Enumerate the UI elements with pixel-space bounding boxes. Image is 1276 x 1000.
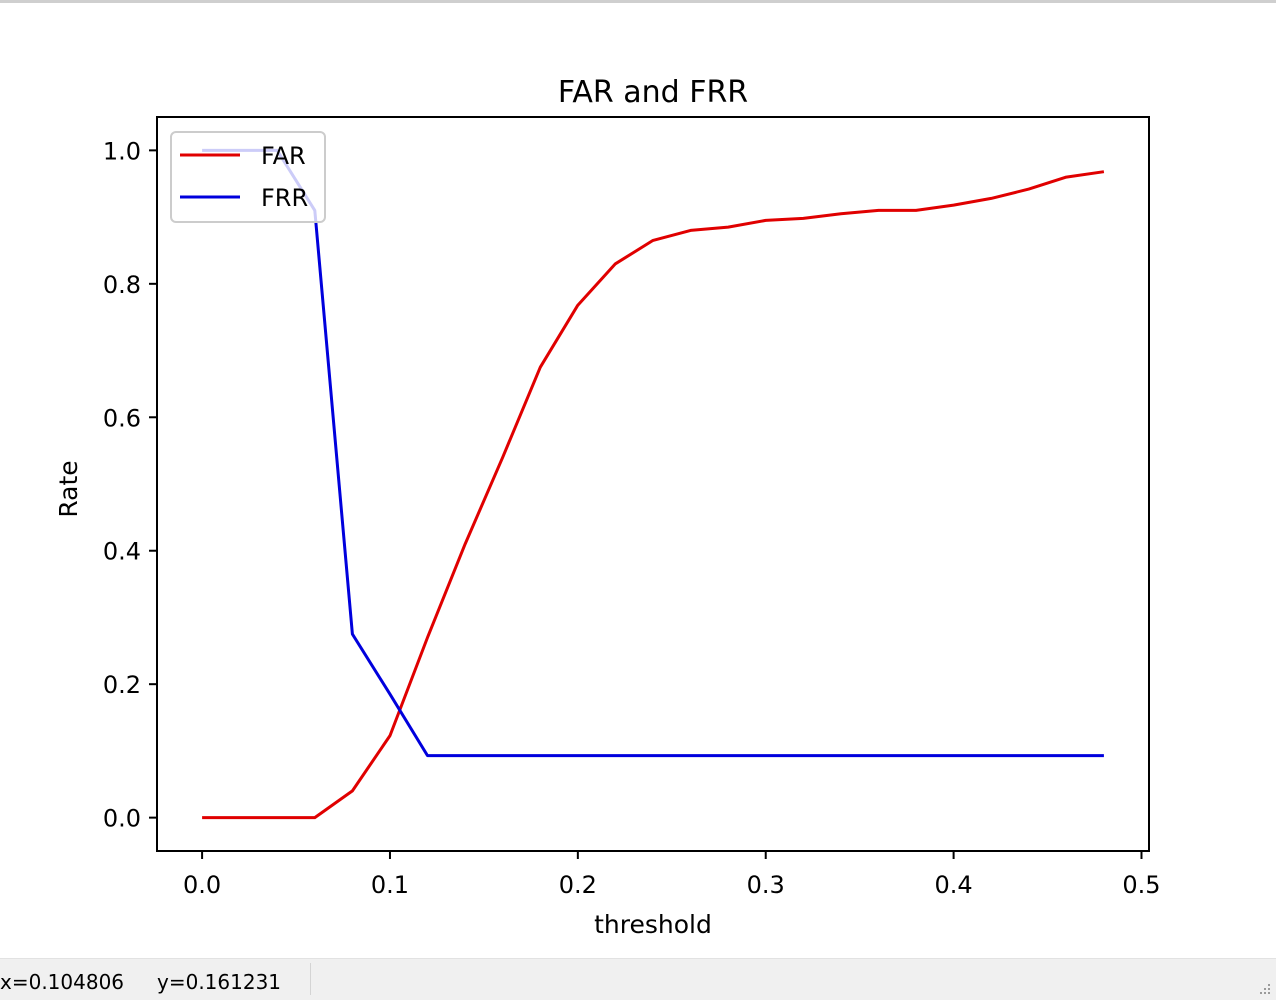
x-tick-label: 0.5	[1122, 871, 1160, 899]
x-tick-label: 0.1	[371, 871, 409, 899]
x-tick-label: 0.2	[559, 871, 597, 899]
resize-grip-icon[interactable]	[1256, 980, 1272, 996]
legend: FAR FRR	[170, 131, 326, 223]
series-line-far	[202, 170, 1105, 820]
x-axis-label: threshold	[594, 910, 712, 939]
figure-canvas[interactable]: FAR and FRR Rate threshold 0.0 0.1 0.2 0.3 0…	[0, 0, 1276, 958]
x-tick-label: 0.0	[183, 871, 221, 899]
cursor-y-readout: y=0.161231	[157, 970, 282, 994]
series-line-frr	[202, 148, 1104, 758]
window-top-border	[0, 0, 1276, 3]
status-bar: x=0.104806 y=0.161231	[0, 958, 1276, 1000]
y-tick-label: 0.4	[103, 538, 141, 566]
chart-svg: FAR and FRR Rate threshold 0.0 0.1 0.2 0.3 0…	[54, 75, 1161, 939]
x-tick-label: 0.4	[935, 871, 973, 899]
status-divider	[310, 963, 311, 995]
legend-label-frr: FRR	[261, 184, 308, 212]
legend-label-far: FAR	[261, 142, 306, 170]
y-axis-label: Rate	[54, 460, 83, 517]
y-tick-label: 0.0	[103, 805, 141, 833]
chart-title: FAR and FRR	[558, 75, 748, 110]
y-tick-label: 1.0	[103, 137, 141, 165]
x-tick-label: 0.3	[747, 871, 785, 899]
y-tick-label: 0.8	[103, 271, 141, 299]
axis-ticks: 0.0 0.1 0.2 0.3 0.4 0.5 0.0 0.2 0.4 0.6 0.8 1.0	[103, 137, 1161, 899]
plot-area	[202, 148, 1105, 820]
y-tick-label: 0.2	[103, 671, 141, 699]
plot-frame	[156, 116, 1150, 852]
cursor-x-readout: x=0.104806	[0, 970, 125, 994]
y-tick-label: 0.6	[103, 404, 141, 432]
